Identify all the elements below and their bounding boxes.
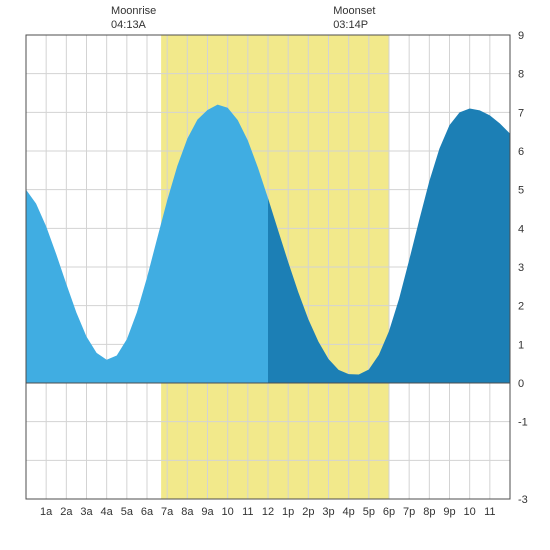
x-tick-label: 5p: [363, 506, 375, 518]
tide-chart: -3-101234567891a2a3a4a5a6a7a8a9a1011121p…: [0, 0, 550, 550]
y-tick-label: 8: [518, 69, 524, 81]
x-tick-label: 6p: [383, 506, 395, 518]
x-tick-label: 5a: [121, 506, 134, 518]
x-tick-label: 10: [464, 506, 476, 518]
x-tick-label: 11: [242, 506, 253, 518]
x-tick-label: 9a: [201, 506, 214, 518]
y-tick-label: 5: [518, 185, 524, 197]
y-axis-labels: -3 -1 0 1 2 3 4 5 6 7 8 9: [518, 30, 528, 506]
x-tick-label: 4a: [101, 506, 114, 518]
x-axis-labels: 1a 2a 3a 4a 5a 6a 7a 8a 9a 10 11 12 1p 2p 3p 4p 5p 6p 7p 8p…: [40, 506, 496, 518]
x-tick-label: 10: [222, 506, 234, 518]
y-tick-label: 0: [518, 378, 524, 390]
moonset-label-title: Moonset: [333, 5, 375, 17]
x-tick-label: 1a: [40, 506, 53, 518]
y-tick-label: 1: [518, 339, 524, 351]
x-tick-label: 3p: [322, 506, 334, 518]
y-tick-label: 7: [518, 107, 524, 119]
y-tick-label: -1: [518, 417, 528, 429]
y-tick-label: -3: [518, 494, 528, 506]
x-tick-label: 7p: [403, 506, 415, 518]
y-tick-label: 4: [518, 223, 524, 235]
y-tick-label: 3: [518, 262, 524, 274]
moonrise-label-time: 04:13A: [111, 19, 147, 31]
x-tick-label: 1p: [282, 506, 294, 518]
x-tick-label: 11: [484, 506, 495, 518]
y-tick-label: 6: [518, 146, 524, 158]
x-tick-label: 9p: [443, 506, 455, 518]
y-tick-label: 2: [518, 301, 524, 313]
x-tick-label: 12: [262, 506, 274, 518]
y-tick-label: 9: [518, 30, 524, 42]
x-tick-label: 3a: [80, 506, 93, 518]
moonset-label-time: 03:14P: [333, 19, 368, 31]
x-tick-label: 2p: [302, 506, 314, 518]
moonrise-label-title: Moonrise: [111, 5, 156, 17]
x-tick-label: 7a: [161, 506, 174, 518]
x-tick-label: 6a: [141, 506, 154, 518]
x-tick-label: 2a: [60, 506, 73, 518]
x-tick-label: 8p: [423, 506, 435, 518]
x-tick-label: 8a: [181, 506, 194, 518]
x-tick-label: 4p: [343, 506, 355, 518]
